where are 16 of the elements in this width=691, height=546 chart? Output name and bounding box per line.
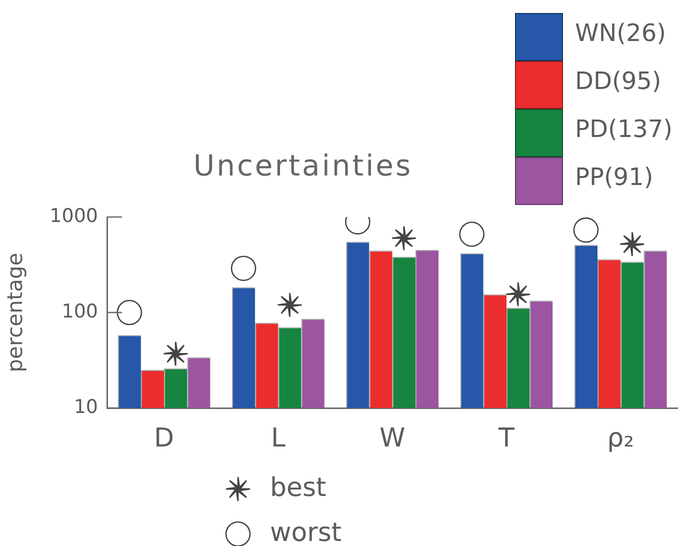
legend-label: PP(91) bbox=[575, 163, 654, 192]
x-tick-label: T bbox=[498, 423, 515, 454]
y-tick-label: 1000 bbox=[50, 204, 98, 227]
chart-title: Uncertainties bbox=[193, 148, 413, 183]
legend-label: best bbox=[270, 472, 326, 503]
legend-label: worst bbox=[270, 518, 342, 546]
x-tick-label: D bbox=[154, 423, 174, 454]
legend-label: DD(95) bbox=[575, 67, 662, 96]
y-axis-title: percentage bbox=[3, 252, 28, 372]
legend-label: WN(26) bbox=[575, 19, 666, 48]
x-tick-label: ρ₂ bbox=[607, 423, 634, 454]
y-tick-label: 10 bbox=[74, 396, 98, 418]
x-tick-label: L bbox=[270, 423, 286, 454]
x-tick-label: W bbox=[379, 423, 406, 454]
y-tick-label: 100 bbox=[62, 300, 98, 322]
legend-label: PD(137) bbox=[575, 115, 672, 144]
